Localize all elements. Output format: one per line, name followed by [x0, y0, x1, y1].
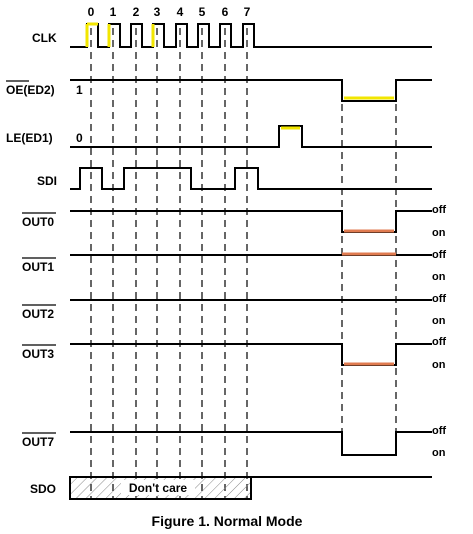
- out1-off-label: off: [432, 249, 446, 261]
- sdo-label-background: [121, 480, 195, 495]
- out7-waveform: [70, 431, 432, 456]
- signal-label-out3: OUT3: [22, 347, 54, 361]
- out2-off-label: off: [432, 293, 446, 305]
- out7-off-label: off: [432, 425, 446, 437]
- out2-on-label: on: [432, 315, 446, 327]
- signal-label-out7: OUT7: [22, 435, 54, 449]
- oe-level-label: 1: [76, 83, 83, 97]
- signal-label-oe: OE(ED2): [6, 83, 55, 97]
- clock-number: 1: [110, 5, 117, 19]
- clock-number: 7: [244, 5, 251, 19]
- out3-off-label: off: [432, 336, 446, 348]
- out7-on-label: on: [432, 447, 446, 459]
- clock-number: 0: [88, 5, 95, 19]
- out0-waveform: [70, 210, 432, 233]
- signal-label-clk: CLK: [32, 31, 57, 45]
- out0-off-label: off: [432, 204, 446, 216]
- le-waveform: [70, 125, 432, 148]
- signal-label-out2: OUT2: [22, 307, 54, 321]
- clock-guide-lines: [90, 28, 397, 500]
- figure-caption: Figure 1. Normal Mode: [152, 513, 303, 529]
- sdi-waveform: [70, 167, 432, 190]
- clock-number: 5: [199, 5, 206, 19]
- clock-number: 4: [177, 5, 184, 19]
- out0-on-label: on: [432, 227, 446, 239]
- out3-waveform: [70, 343, 432, 366]
- signal-label-out0: OUT0: [22, 215, 54, 229]
- clock-number: 2: [133, 5, 140, 19]
- le-level-label: 0: [76, 131, 83, 145]
- signal-label-sdi: SDI: [37, 174, 57, 188]
- clock-number: 3: [154, 5, 161, 19]
- out1-on-label: on: [432, 271, 446, 283]
- signal-label-le: LE(ED1): [6, 131, 53, 145]
- signal-label-sdo: SDO: [30, 482, 56, 496]
- out3-on-label: on: [432, 359, 446, 371]
- clock-number: 6: [222, 5, 229, 19]
- oe-waveform: [70, 79, 432, 102]
- clock-numbers: 0 1 2 3 4 5 6 7: [88, 5, 251, 19]
- clk-waveform: [70, 23, 432, 48]
- signal-label-out1: OUT1: [22, 260, 54, 274]
- sdo-dont-care-text: Don't care: [129, 481, 188, 495]
